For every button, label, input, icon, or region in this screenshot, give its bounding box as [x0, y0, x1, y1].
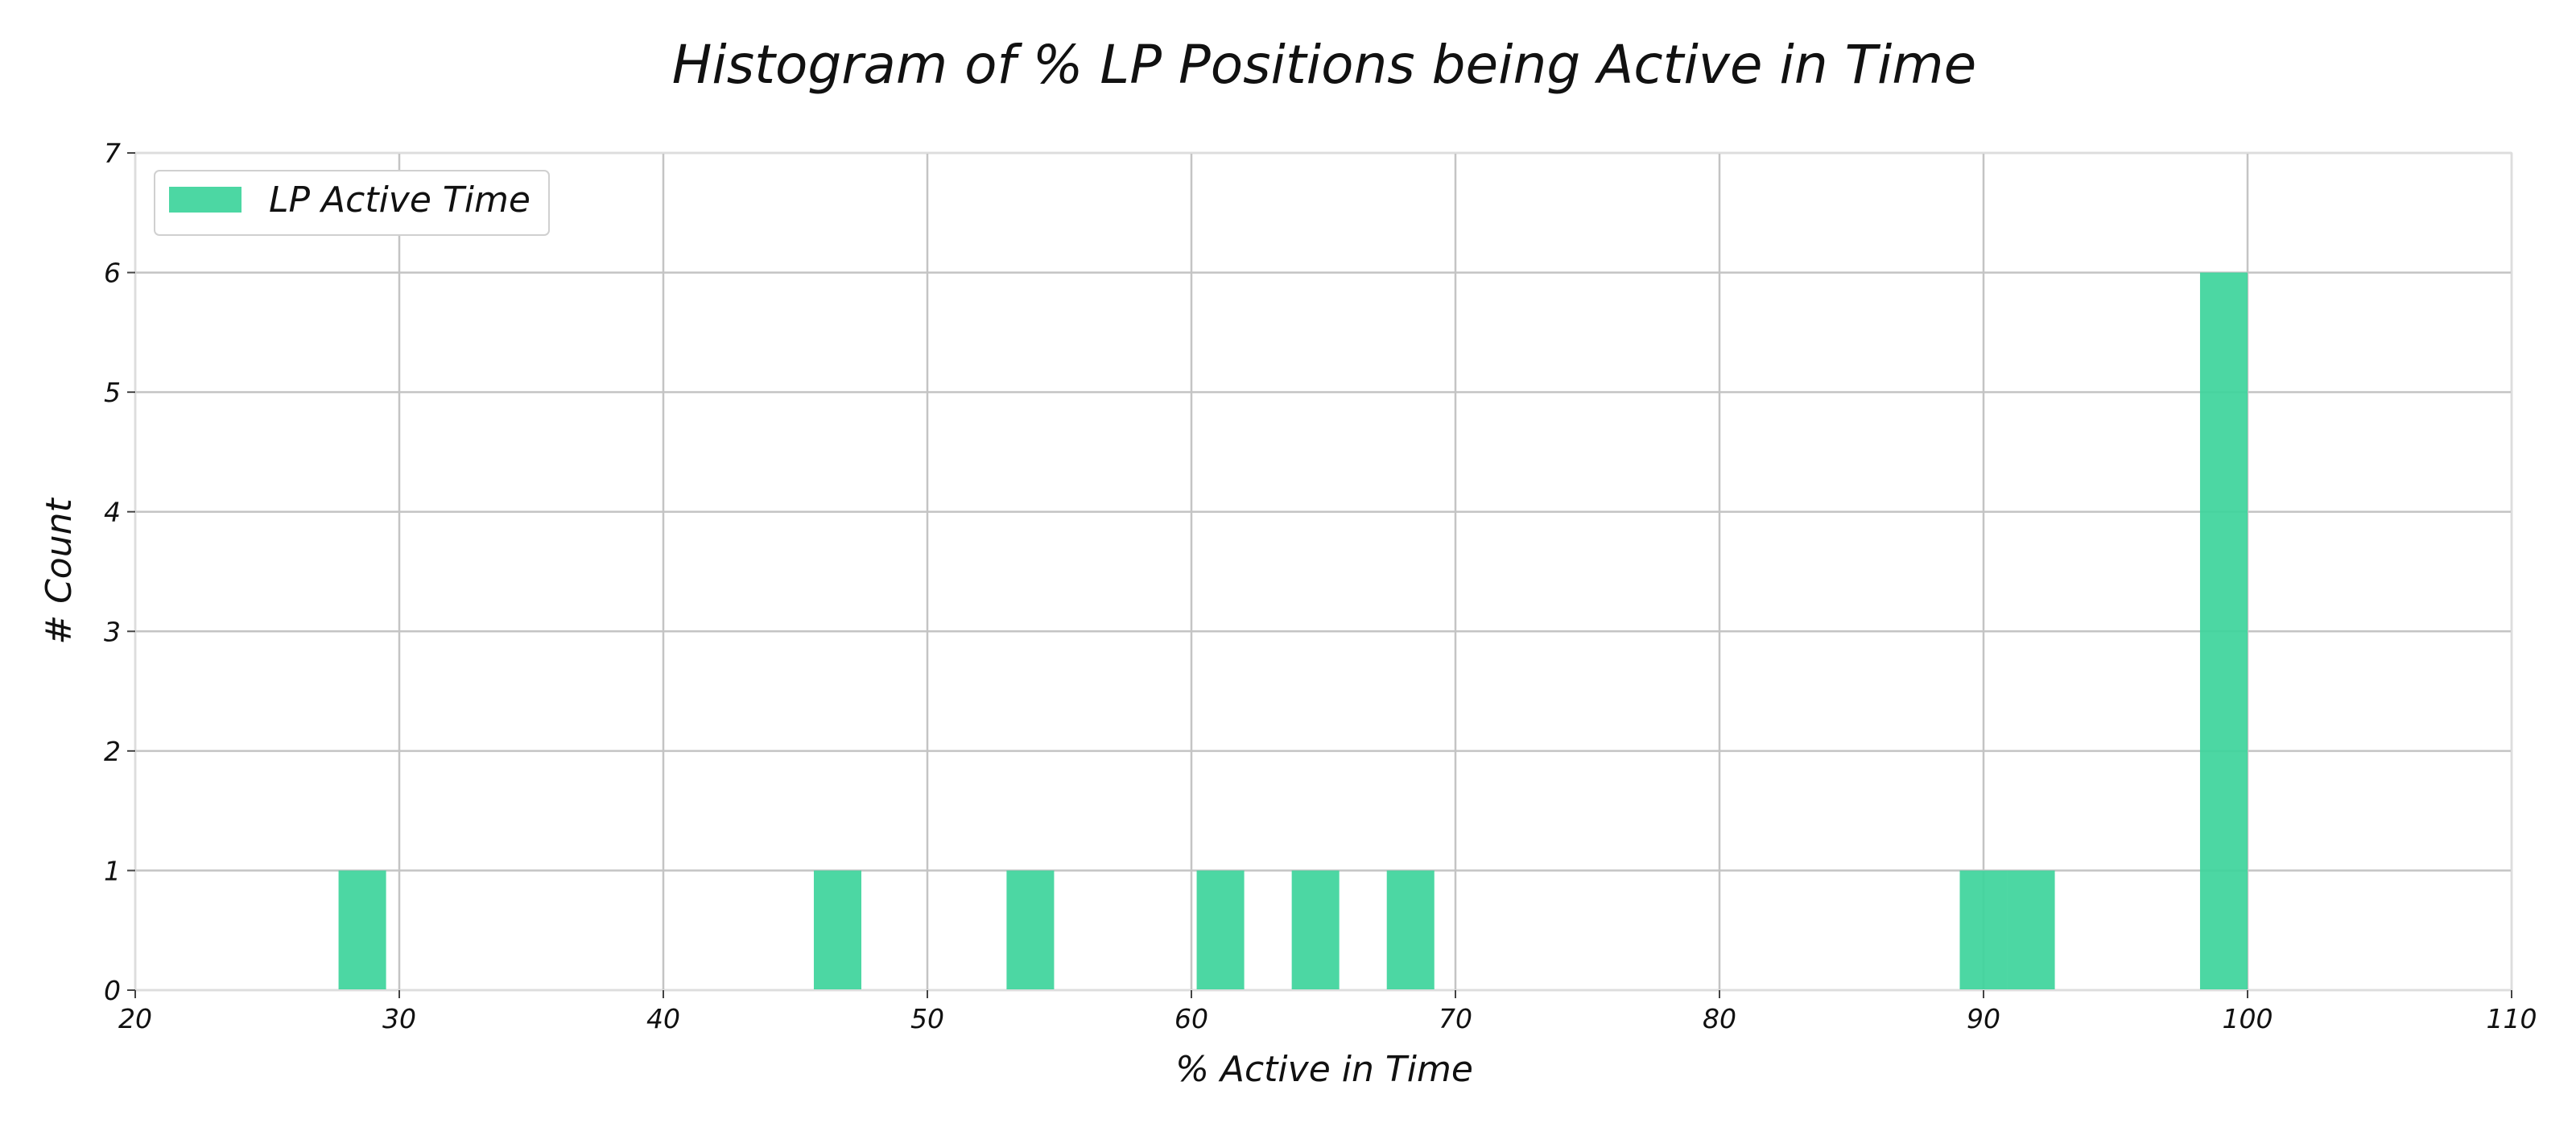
x-tick-label: 50 [910, 1003, 944, 1034]
histogram-bar [2199, 272, 2248, 991]
histogram-bar [338, 870, 386, 990]
y-tick-label: 2 [104, 736, 121, 767]
y-tick-label: 0 [104, 975, 121, 1006]
histogram-bar [1386, 870, 1435, 990]
ticks-layer: 20 30 40 50 60 70 80 90 100 110 0 1 2 3 4 5 6 7 [104, 138, 2537, 1034]
y-tick-label: 1 [104, 855, 121, 886]
histogram-bar [813, 870, 861, 990]
grid-layer [134, 151, 2513, 992]
plot-frame [134, 152, 2512, 991]
histogram-bar [1196, 870, 1245, 990]
histogram-bar [1291, 870, 1340, 990]
x-axis-label: % Active in Time [1175, 1049, 1473, 1090]
bars-layer [338, 272, 2248, 991]
x-tick-label: 70 [1439, 1003, 1472, 1034]
chart-title: Histogram of % LP Positions being Active… [672, 34, 1976, 96]
x-tick-label: 30 [382, 1003, 416, 1034]
legend: LP Active Time [154, 170, 550, 236]
y-tick-label: 7 [104, 138, 121, 169]
x-tick-label: 90 [1967, 1003, 2000, 1034]
histogram-bar [1959, 870, 2008, 990]
y-tick-label: 3 [104, 616, 121, 647]
histogram-bar [2007, 870, 2055, 990]
legend-label: LP Active Time [269, 180, 530, 221]
x-tick-label: 80 [1703, 1003, 1736, 1034]
x-tick-label: 60 [1174, 1003, 1208, 1034]
x-tick-label: 100 [2223, 1003, 2273, 1034]
x-tick-label: 110 [2487, 1003, 2537, 1034]
y-axis-label: # Count [39, 497, 80, 644]
histogram-bar [1006, 870, 1055, 990]
y-tick-label: 5 [104, 377, 121, 408]
legend-frame [154, 170, 550, 236]
x-tick-label: 40 [646, 1003, 680, 1034]
x-tick-label: 20 [118, 1003, 152, 1034]
legend-swatch [169, 187, 242, 213]
y-tick-label: 6 [104, 258, 121, 289]
y-tick-label: 4 [104, 497, 121, 528]
